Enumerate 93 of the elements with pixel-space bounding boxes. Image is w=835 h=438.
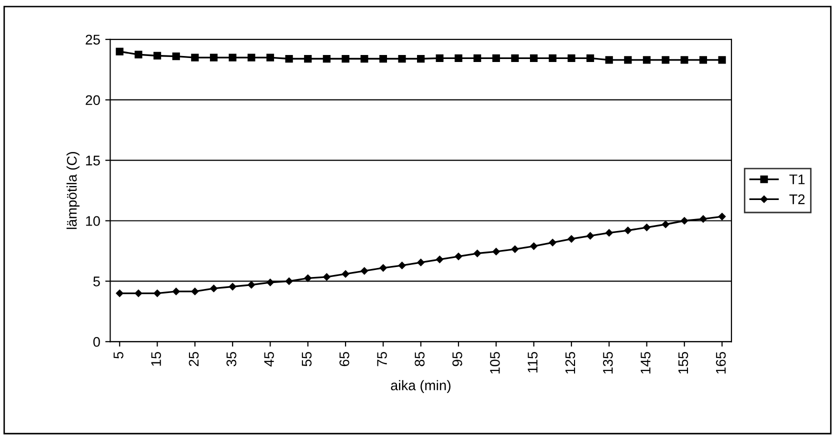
point bbox=[248, 281, 256, 288]
point bbox=[323, 273, 330, 281]
point bbox=[360, 267, 368, 275]
point bbox=[285, 54, 293, 63]
point bbox=[624, 226, 632, 234]
y-tick-label: 15 bbox=[86, 156, 100, 166]
point bbox=[210, 54, 218, 62]
point bbox=[172, 52, 180, 60]
point bbox=[586, 232, 594, 240]
point bbox=[342, 54, 350, 63]
point bbox=[266, 54, 274, 62]
y-tick-label: 10 bbox=[86, 216, 100, 226]
legend-label: T2 bbox=[789, 194, 805, 204]
point bbox=[304, 54, 312, 63]
point bbox=[436, 256, 444, 264]
point bbox=[474, 250, 481, 258]
point bbox=[605, 229, 613, 236]
point bbox=[266, 278, 274, 286]
point bbox=[228, 282, 236, 290]
point bbox=[699, 56, 708, 64]
point bbox=[680, 56, 688, 64]
x-tick-label: 95 bbox=[452, 352, 462, 366]
point bbox=[473, 54, 482, 62]
point bbox=[718, 56, 726, 64]
point bbox=[511, 246, 519, 253]
point bbox=[454, 252, 462, 260]
point bbox=[228, 54, 236, 62]
x-tick-label: 155 bbox=[678, 352, 688, 374]
point bbox=[586, 54, 594, 62]
x-tick-label: 145 bbox=[640, 352, 650, 374]
x-tick-label: 15 bbox=[151, 352, 162, 366]
x-tick-label: 5 bbox=[114, 352, 124, 359]
y-tick-label: 0 bbox=[93, 336, 100, 347]
point bbox=[530, 242, 538, 250]
point bbox=[134, 290, 142, 297]
point bbox=[154, 290, 161, 297]
x-axis-title: aika (min) bbox=[390, 380, 450, 394]
point bbox=[304, 274, 312, 282]
x-tick-label: 35 bbox=[226, 352, 236, 366]
x-tick-label: 125 bbox=[565, 352, 576, 374]
point bbox=[624, 56, 632, 64]
point bbox=[662, 56, 670, 64]
point bbox=[116, 290, 124, 297]
x-tick-label: 85 bbox=[414, 352, 425, 366]
point bbox=[380, 264, 387, 272]
point bbox=[191, 54, 199, 62]
y-axis-title: lämpötila (C) bbox=[66, 152, 80, 229]
point bbox=[379, 54, 388, 63]
point bbox=[700, 215, 707, 223]
point bbox=[116, 48, 124, 56]
point bbox=[643, 224, 650, 232]
y-tick-label: 20 bbox=[86, 95, 100, 106]
point bbox=[417, 54, 425, 63]
x-tick-label: 135 bbox=[602, 352, 613, 374]
point bbox=[548, 238, 556, 246]
point bbox=[248, 54, 256, 62]
point bbox=[172, 288, 180, 296]
legend-label: T1 bbox=[789, 174, 805, 184]
x-tick-label: 25 bbox=[188, 352, 199, 366]
x-tick-label: 115 bbox=[528, 352, 538, 372]
x-tick-label: 55 bbox=[302, 352, 312, 366]
point bbox=[680, 217, 688, 224]
x-tick-label: 105 bbox=[490, 352, 500, 374]
point bbox=[153, 52, 162, 60]
point bbox=[398, 262, 406, 270]
point bbox=[492, 248, 500, 256]
point bbox=[511, 54, 519, 62]
point bbox=[568, 235, 576, 243]
y-tick-label: 25 bbox=[86, 34, 100, 45]
x-tick-label: 65 bbox=[339, 352, 350, 366]
x-tick-label: 165 bbox=[716, 352, 726, 374]
x-tick-label: 75 bbox=[377, 352, 387, 366]
point bbox=[548, 54, 556, 62]
point bbox=[718, 212, 726, 220]
point bbox=[642, 56, 651, 64]
point bbox=[360, 54, 368, 63]
point bbox=[436, 54, 444, 62]
point bbox=[342, 270, 350, 278]
point bbox=[530, 54, 538, 62]
point bbox=[605, 56, 613, 64]
point bbox=[492, 54, 500, 62]
point bbox=[322, 54, 331, 63]
point bbox=[568, 54, 576, 62]
point bbox=[285, 278, 293, 285]
point bbox=[398, 54, 406, 63]
point bbox=[134, 50, 142, 58]
point bbox=[662, 220, 670, 228]
x-tick-label: 45 bbox=[264, 352, 274, 366]
y-tick-label: 5 bbox=[93, 276, 100, 286]
point bbox=[417, 258, 424, 266]
point bbox=[191, 288, 199, 296]
point bbox=[210, 284, 218, 292]
point bbox=[454, 54, 462, 62]
